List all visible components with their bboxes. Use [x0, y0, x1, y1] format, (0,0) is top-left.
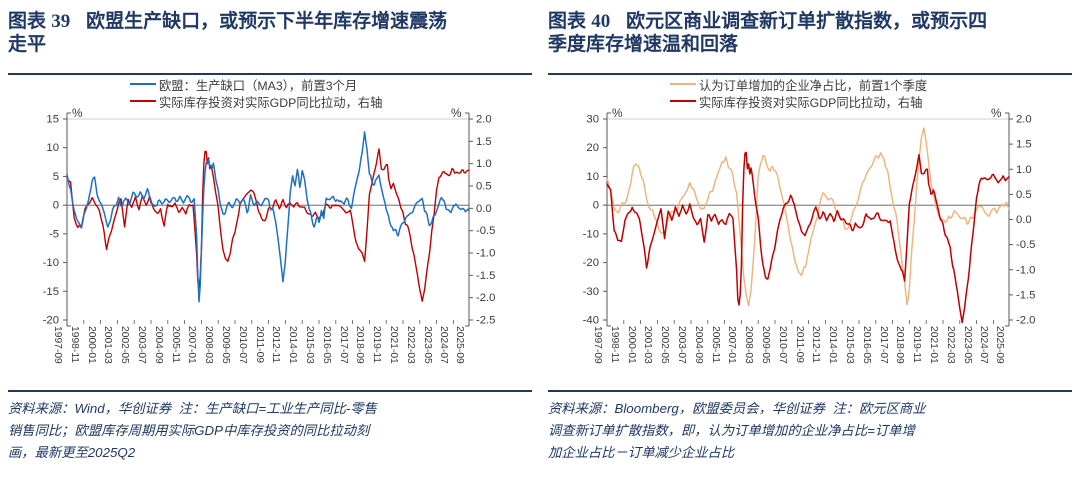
svg-text:-1.0: -1.0: [476, 248, 495, 260]
svg-text:-1.5: -1.5: [1016, 289, 1035, 301]
svg-text:0: 0: [53, 200, 59, 212]
svg-text:1.5: 1.5: [476, 136, 492, 148]
svg-text:%: %: [72, 106, 83, 120]
svg-text:%: %: [612, 106, 623, 120]
svg-text:-0.5: -0.5: [1016, 239, 1035, 251]
svg-text:-20: -20: [583, 257, 599, 269]
svg-text:%: %: [991, 106, 1002, 120]
svg-text:-2.5: -2.5: [476, 315, 495, 327]
svg-text:-0.5: -0.5: [476, 225, 495, 237]
svg-text:%: %: [451, 106, 462, 120]
svg-text:-1.0: -1.0: [1016, 264, 1035, 276]
svg-text:-2.0: -2.0: [1016, 315, 1035, 327]
svg-text:0.5: 0.5: [476, 181, 492, 193]
svg-text:15: 15: [46, 114, 59, 126]
svg-text:-2.0: -2.0: [476, 292, 495, 304]
svg-text:0.0: 0.0: [476, 203, 492, 215]
svg-text:-1.5: -1.5: [476, 270, 495, 282]
svg-text:5: 5: [53, 171, 59, 183]
svg-text:0.5: 0.5: [1016, 189, 1032, 201]
svg-text:0: 0: [593, 200, 599, 212]
svg-text:1.5: 1.5: [1016, 139, 1032, 151]
svg-text:20: 20: [586, 142, 599, 154]
svg-text:-5: -5: [49, 228, 59, 240]
svg-text:-30: -30: [583, 286, 599, 298]
svg-text:10: 10: [46, 142, 59, 154]
svg-text:1.0: 1.0: [476, 158, 492, 170]
svg-text:10: 10: [586, 171, 599, 183]
svg-text:2.0: 2.0: [476, 114, 492, 126]
svg-text:0.0: 0.0: [1016, 214, 1032, 226]
svg-text:-15: -15: [43, 286, 59, 298]
svg-text:30: 30: [586, 114, 599, 126]
svg-text:-10: -10: [43, 257, 59, 269]
svg-text:-20: -20: [43, 315, 59, 327]
svg-text:-40: -40: [583, 315, 599, 327]
svg-text:2.0: 2.0: [1016, 114, 1032, 126]
svg-text:1.0: 1.0: [1016, 164, 1032, 176]
svg-text:-10: -10: [583, 228, 599, 240]
